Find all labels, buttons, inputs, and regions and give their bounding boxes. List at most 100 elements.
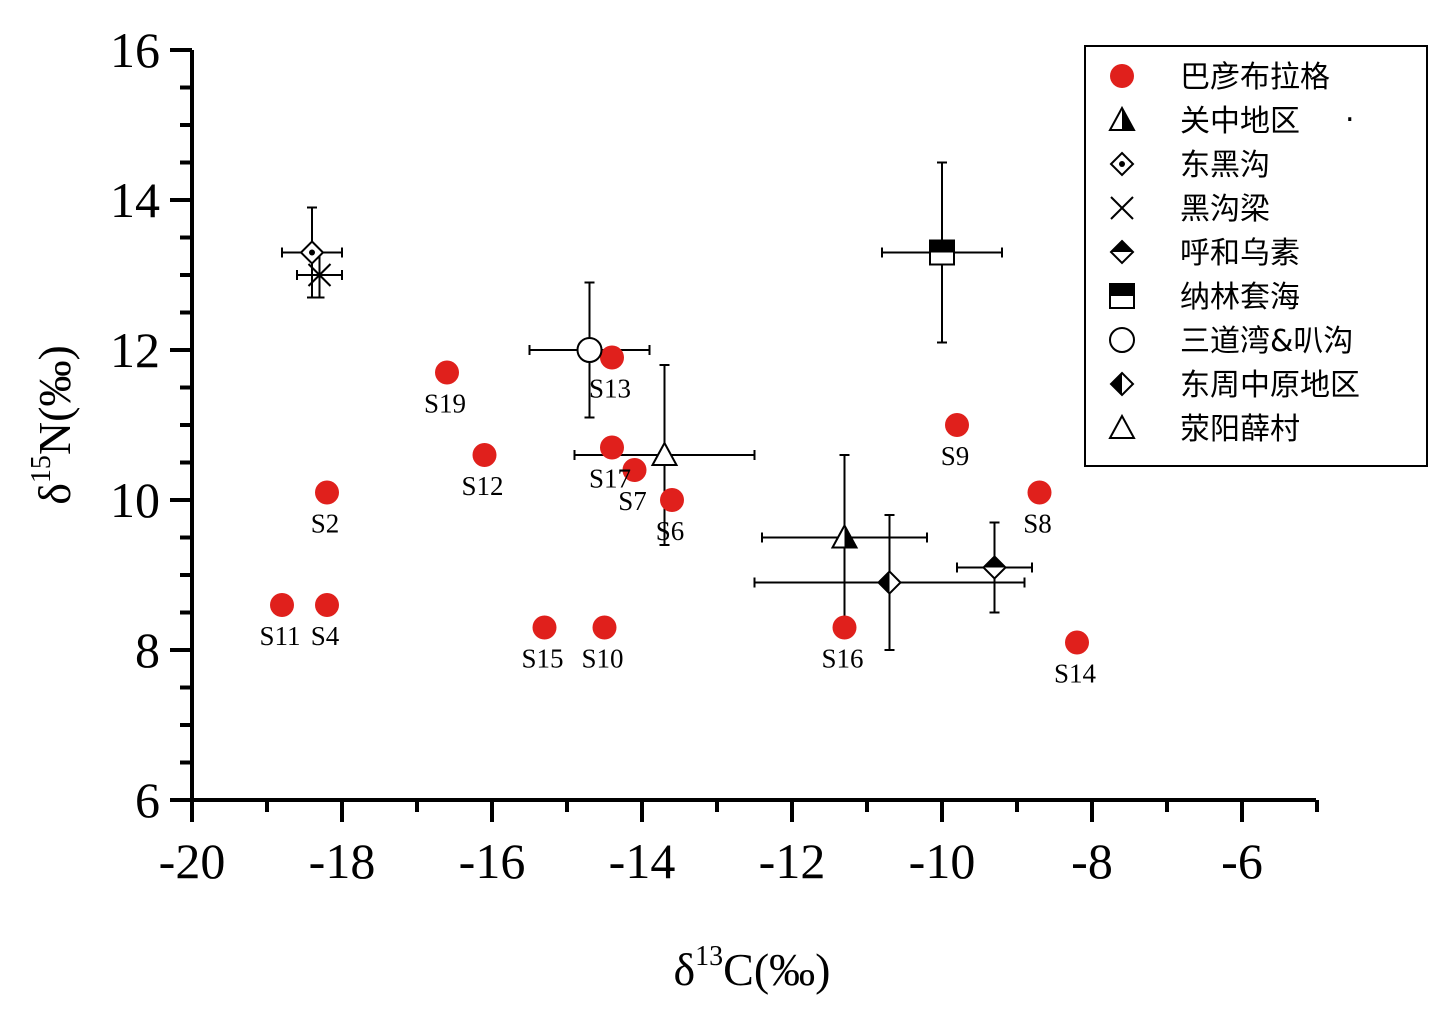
legend-label: 黑沟梁: [1180, 192, 1270, 227]
point-s14: [1065, 630, 1089, 655]
x-tick-label: -10: [909, 833, 976, 889]
group-marker: [982, 555, 1007, 580]
point-s9: [945, 413, 969, 437]
x-cross-line: [1110, 196, 1134, 220]
group-marker: [650, 440, 679, 466]
red-circle-marker: [832, 615, 857, 640]
red-circle-marker: [435, 360, 459, 385]
x-tick-label: -20: [159, 833, 226, 889]
legend-marker: [1108, 105, 1136, 131]
group-marker: [299, 240, 325, 265]
point-label: S4: [311, 621, 340, 651]
red-circle-marker: [315, 480, 339, 505]
legend-label: 巴彦布拉格: [1180, 60, 1330, 95]
x-tick-label: -8: [1071, 833, 1113, 889]
x-tick-label: -6: [1221, 833, 1263, 889]
half-diamond-fill: [1111, 373, 1122, 395]
point-s15: [532, 615, 557, 640]
half-triangle-fill: [1122, 108, 1134, 130]
point-s19: [435, 360, 459, 385]
legend-marker: [1109, 151, 1135, 177]
legend-label: 荥阳薛村: [1180, 412, 1300, 447]
x-axis-title: δ13C(‰): [673, 941, 830, 995]
point-s16: [832, 615, 857, 640]
legend-label: 东周中原地区: [1180, 368, 1360, 403]
dot-diamond-dot: [1119, 161, 1125, 167]
x-cross-line: [307, 263, 332, 287]
open-circle-marker: [1109, 327, 1135, 353]
legend-item: 巴彦布拉格: [1110, 60, 1330, 95]
point-label: S15: [521, 644, 563, 674]
legend-item: 东周中原地区: [1109, 368, 1360, 403]
ticks: -20 -18 -16 -14 -12 -10 -8 -6 6 8 10 12 14 16: [110, 22, 1319, 889]
legend-item: 三道湾&叭沟: [1109, 324, 1353, 359]
point-s6: [660, 488, 684, 512]
x-tick-label: -16: [459, 833, 526, 889]
legend-item: 呼和乌素: [1109, 236, 1300, 271]
open-circle-marker: [576, 337, 603, 363]
legend-item: 关中地区: [1108, 104, 1300, 139]
point-s17: [600, 435, 624, 460]
x-tick-label: -12: [759, 833, 826, 889]
point-label: S10: [581, 644, 623, 674]
red-circle-marker: [315, 593, 339, 617]
group-marker: [307, 263, 332, 287]
point-label: S16: [821, 644, 863, 674]
half-diamond-fill: [878, 571, 890, 594]
legend-item: 东黑沟: [1109, 148, 1270, 183]
legend-marker: [1109, 371, 1135, 397]
legend-marker: [1109, 327, 1135, 353]
point-label: S2: [311, 509, 340, 539]
legend-item: 纳林套海: [1109, 280, 1300, 315]
y-tick-label: 6: [135, 772, 160, 828]
x-tick-label: -14: [609, 833, 676, 889]
red-circle-marker: [660, 488, 684, 512]
half-square-fill: [1110, 284, 1134, 296]
red-circle-marker: [270, 593, 294, 617]
red-circle-marker: [600, 435, 624, 460]
y-tick-label: 16: [110, 22, 160, 78]
legend-label: 三道湾&叭沟: [1180, 324, 1353, 359]
y-tick-label: 8: [135, 622, 160, 678]
legend-marker: [1109, 283, 1135, 309]
point-s12: [472, 443, 497, 467]
point-label: S12: [461, 471, 503, 501]
group-marker: [576, 337, 603, 363]
point-s2: [315, 480, 339, 505]
legend-label: 呼和乌素: [1180, 236, 1300, 271]
point-label: S9: [941, 441, 970, 471]
y-tick-label: 10: [110, 472, 160, 528]
open-triangle-marker: [1108, 413, 1136, 439]
red-circle-marker: [600, 345, 624, 370]
half-diamond-fill: [983, 556, 1006, 568]
point-s4: [315, 593, 339, 617]
point-s7: [622, 458, 647, 482]
point-label: S13: [589, 374, 631, 404]
point-s11: [270, 593, 294, 617]
legend-label: 纳林套海: [1180, 280, 1300, 315]
x-tick-label: -18: [309, 833, 376, 889]
point-s13: [600, 345, 624, 370]
open-triangle-marker: [650, 440, 679, 466]
red-circle-marker: [532, 615, 557, 640]
legend-marker: [1110, 64, 1134, 88]
point-label: S6: [656, 516, 685, 546]
point-label: S17: [589, 464, 631, 494]
red-circle-marker: [945, 413, 969, 437]
point-label: S11: [259, 621, 300, 651]
markers: [270, 239, 1089, 655]
red-circle-marker: [472, 443, 497, 467]
y-tick-label: 14: [110, 172, 160, 228]
legend-stray-dot: .: [1345, 94, 1355, 129]
legend-item: 黑沟梁: [1110, 192, 1270, 227]
legend-label: 东黑沟: [1180, 148, 1270, 183]
legend-marker: [1110, 196, 1134, 220]
legend-marker: [1108, 413, 1136, 439]
legend-item: 荥阳薛村: [1108, 412, 1300, 447]
legend-label: 关中地区: [1180, 104, 1300, 139]
error-bars: [281, 161, 1033, 651]
point-label: S7: [618, 486, 647, 516]
half-square-fill: [930, 240, 954, 253]
y-axis-title: δ15N(‰): [26, 345, 80, 505]
